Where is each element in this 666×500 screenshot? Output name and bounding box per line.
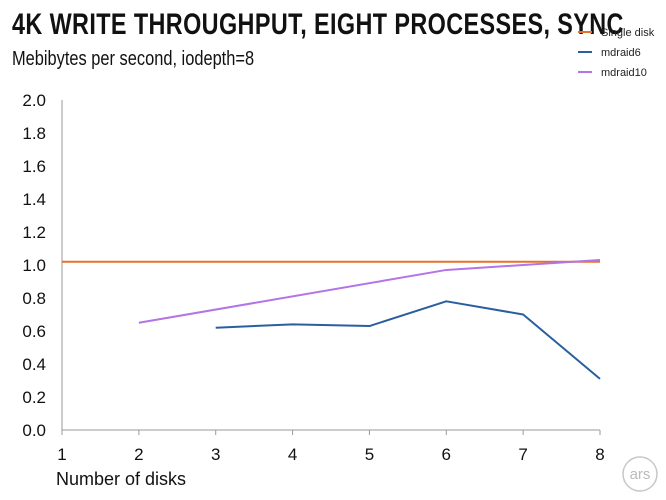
logo-text: ars	[630, 466, 651, 483]
x-axis-label: Number of disks	[56, 469, 186, 489]
x-tick-label: 8	[595, 445, 604, 464]
y-tick-label: 1.4	[22, 190, 46, 209]
x-tick-label: 7	[518, 445, 527, 464]
y-tick-label: 1.6	[22, 157, 46, 176]
y-axis: 0.0 0.2 0.4 0.6 0.8 1.0 1.2 1.4 1.6 1.8 2.0	[22, 91, 46, 440]
legend-label-mdraid10: mdraid10	[601, 67, 647, 79]
series-group	[62, 259, 601, 380]
y-tick-label: 1.2	[22, 223, 46, 242]
chart-title: 4K WRITE THROUGHPUT, EIGHT PROCESSES, SY…	[12, 8, 624, 41]
legend: Single disk mdraid6 mdraid10	[578, 27, 655, 79]
legend-label-mdraid6: mdraid6	[601, 47, 641, 59]
x-axis: 1 2 3 4 5 6 7 8	[57, 430, 605, 464]
legend-label-single-disk: Single disk	[601, 27, 655, 39]
y-tick-label: 0.4	[22, 355, 46, 374]
x-tick-label: 4	[288, 445, 297, 464]
x-tick-label: 2	[134, 445, 143, 464]
y-tick-label: 0.2	[22, 388, 46, 407]
x-tick-label: 3	[211, 445, 220, 464]
series-line-mdraid6	[215, 300, 601, 380]
y-tick-label: 2.0	[22, 91, 46, 110]
x-tick-label: 1	[57, 445, 66, 464]
y-tick-label: 0.6	[22, 322, 46, 341]
y-tick-label: 1.8	[22, 124, 46, 143]
ars-logo-icon: ars	[622, 456, 658, 492]
x-tick-label: 6	[442, 445, 451, 464]
x-tick-label: 5	[365, 445, 374, 464]
y-tick-label: 0.0	[22, 421, 46, 440]
y-tick-label: 0.8	[22, 289, 46, 308]
y-tick-label: 1.0	[22, 256, 46, 275]
series-line-mdraid10	[138, 259, 601, 324]
chart-subtitle: Mebibytes per second, iodepth=8	[12, 48, 255, 70]
